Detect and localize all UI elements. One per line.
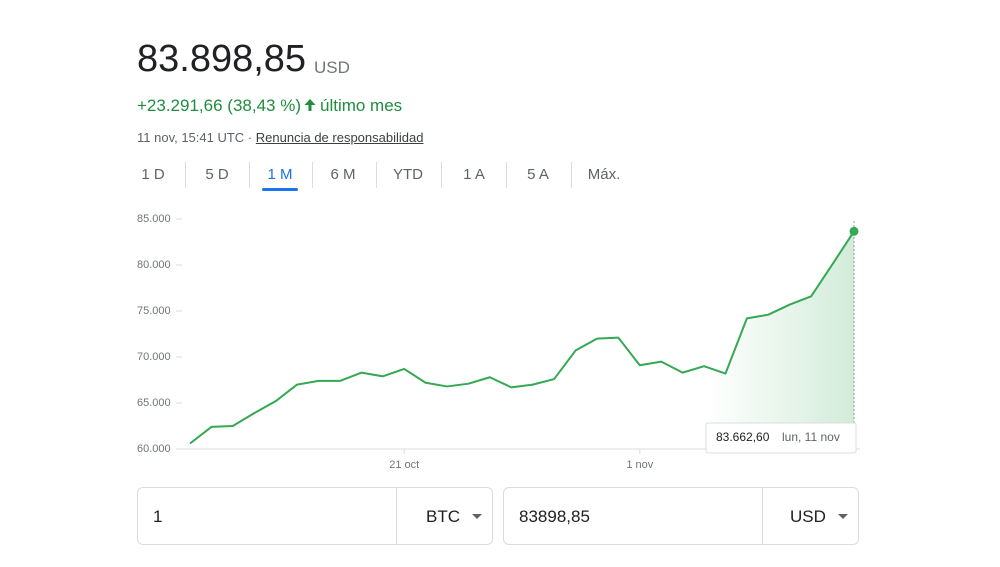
tab-separator — [248, 162, 250, 188]
active-underline — [262, 188, 298, 191]
area — [190, 231, 854, 449]
tab-separator — [441, 162, 442, 188]
price-line — [189, 230, 855, 445]
x-tick-label: 1 nov — [626, 459, 653, 471]
range-tab[interactable]: 6 M — [330, 166, 356, 183]
divider — [762, 488, 763, 544]
tab-separator — [571, 162, 572, 188]
result-box[interactable]: 83898,85 USD — [503, 487, 859, 545]
dropdown-caret[interactable] — [472, 514, 482, 519]
timestamp-row: 11 nov, 15:41 UTC · Renuncia de responsa… — [137, 130, 423, 145]
tooltip-value: 83.662,60 — [716, 430, 770, 444]
range-tab[interactable]: 5 A — [527, 166, 549, 183]
y-tick-label: 65.000 — [137, 397, 171, 409]
y-tick-label: 75.000 — [137, 305, 171, 317]
timestamp: 11 nov, 15:41 UTC — [137, 130, 245, 145]
y-tick-label: 60.000 — [137, 443, 171, 455]
separator: · — [247, 130, 253, 145]
from-unit[interactable]: BTC — [426, 507, 460, 526]
to-unit[interactable]: USD — [790, 507, 826, 526]
tooltip-date: lun, 11 nov — [782, 430, 840, 444]
change-value: +23.291,66 (38,43 %) — [137, 96, 301, 115]
result: 83898,85 — [519, 507, 590, 526]
amount: 1 — [153, 507, 163, 526]
up-arrow — [304, 99, 316, 111]
tooltip-box — [705, 422, 857, 454]
dropdown-caret[interactable] — [838, 514, 848, 519]
range-tab[interactable]: 1 A — [463, 166, 485, 183]
currency: USD — [314, 58, 350, 77]
tab-separator — [185, 162, 186, 188]
y-tick-label: 85.000 — [137, 213, 171, 225]
price: 83.898,85 — [137, 38, 307, 80]
change: +23.291,66 (38,43 %) último mes — [137, 96, 402, 116]
x-tick-label: 21 oct — [389, 459, 419, 471]
period: último mes — [319, 96, 403, 115]
amount-box[interactable]: 1 BTC — [137, 487, 493, 545]
tab-separator — [375, 162, 377, 188]
range-tab[interactable]: YTD — [393, 166, 423, 183]
range-tab[interactable]: 5 D — [205, 166, 229, 183]
y-tick-label: 70.000 — [137, 351, 171, 363]
divider — [396, 488, 397, 544]
chart: 60.000 65.000 70.000 75.000 80.000 85.000 21 o… — [137, 213, 860, 471]
tab-separator — [311, 162, 313, 188]
disclaimer-link[interactable]: Renuncia de responsabilidad — [255, 130, 424, 145]
y-tick-label: 80.000 — [137, 259, 171, 271]
range-tab[interactable]: 1 M — [267, 166, 293, 183]
hover-point — [849, 226, 859, 236]
tab-separator — [506, 162, 507, 188]
range-tab[interactable]: Máx. — [587, 166, 621, 183]
range-tab[interactable]: 1 D — [141, 166, 165, 183]
